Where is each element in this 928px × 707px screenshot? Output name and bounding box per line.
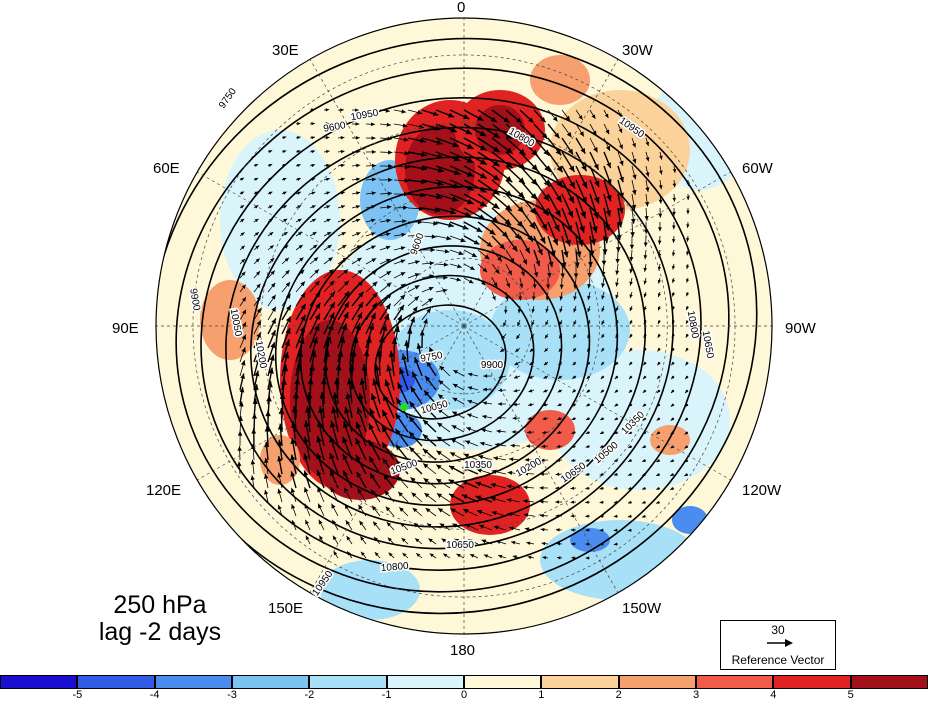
colorbar-swatch	[77, 675, 154, 689]
colorbar-swatch	[309, 675, 386, 689]
colorbar-swatch	[773, 675, 850, 689]
title-level: 250 hPa	[60, 592, 260, 619]
marker-point	[400, 403, 408, 411]
colorbar-tick-label: -5	[72, 689, 82, 701]
reference-vector-value: 30	[721, 623, 835, 637]
lon-label-150w: 150W	[622, 600, 661, 617]
colorbar-swatch	[541, 675, 618, 689]
lon-label-150e: 150E	[268, 600, 303, 617]
colorbar-swatch	[0, 675, 77, 689]
colorbar-tick-label: -3	[227, 689, 237, 701]
colorbar-swatch	[696, 675, 773, 689]
plot-title: 250 hPa lag -2 days	[60, 592, 260, 646]
colorbar-swatch	[619, 675, 696, 689]
contour-label: 9900	[481, 360, 504, 371]
colorbar-tick-label: -2	[304, 689, 314, 701]
colorbar-tick-label: 4	[770, 689, 776, 701]
lon-label-60e: 60E	[153, 160, 180, 177]
lon-label-120e: 120E	[146, 482, 181, 499]
title-lag: lag -2 days	[60, 619, 260, 646]
contour-label: 10650	[446, 540, 474, 551]
lon-label-90e: 90E	[112, 320, 139, 337]
colorbar-swatch	[464, 675, 541, 689]
reference-arrow-icon	[765, 637, 795, 649]
lon-label-30w: 30W	[622, 42, 653, 59]
colorbar-tick-label: 1	[538, 689, 544, 701]
reference-vector-label: Reference Vector	[721, 653, 835, 667]
lon-label-120w: 120W	[742, 482, 781, 499]
reference-vector-box: 30 Reference Vector	[720, 620, 836, 670]
colorbar-tick-label: -1	[382, 689, 392, 701]
colorbar-tick-label: 3	[693, 689, 699, 701]
contour-label: 9750	[217, 86, 239, 111]
colorbar-tick-label: 5	[848, 689, 854, 701]
contour-label: 10350	[464, 460, 492, 471]
lon-label-180: 180	[450, 642, 475, 659]
colorbar-tick-label: -4	[150, 689, 160, 701]
lon-label-30e: 30E	[272, 42, 299, 59]
colorbar	[0, 675, 928, 690]
lon-label-0: 0	[457, 0, 465, 16]
colorbar-swatch	[232, 675, 309, 689]
colorbar-swatch	[155, 675, 232, 689]
colorbar-tick-label: 0	[461, 689, 467, 701]
lon-label-60w: 60W	[742, 160, 773, 177]
colorbar-tick-label: 2	[616, 689, 622, 701]
lon-label-90w: 90W	[785, 320, 816, 337]
colorbar-swatch	[387, 675, 464, 689]
colorbar-swatch	[851, 675, 928, 689]
